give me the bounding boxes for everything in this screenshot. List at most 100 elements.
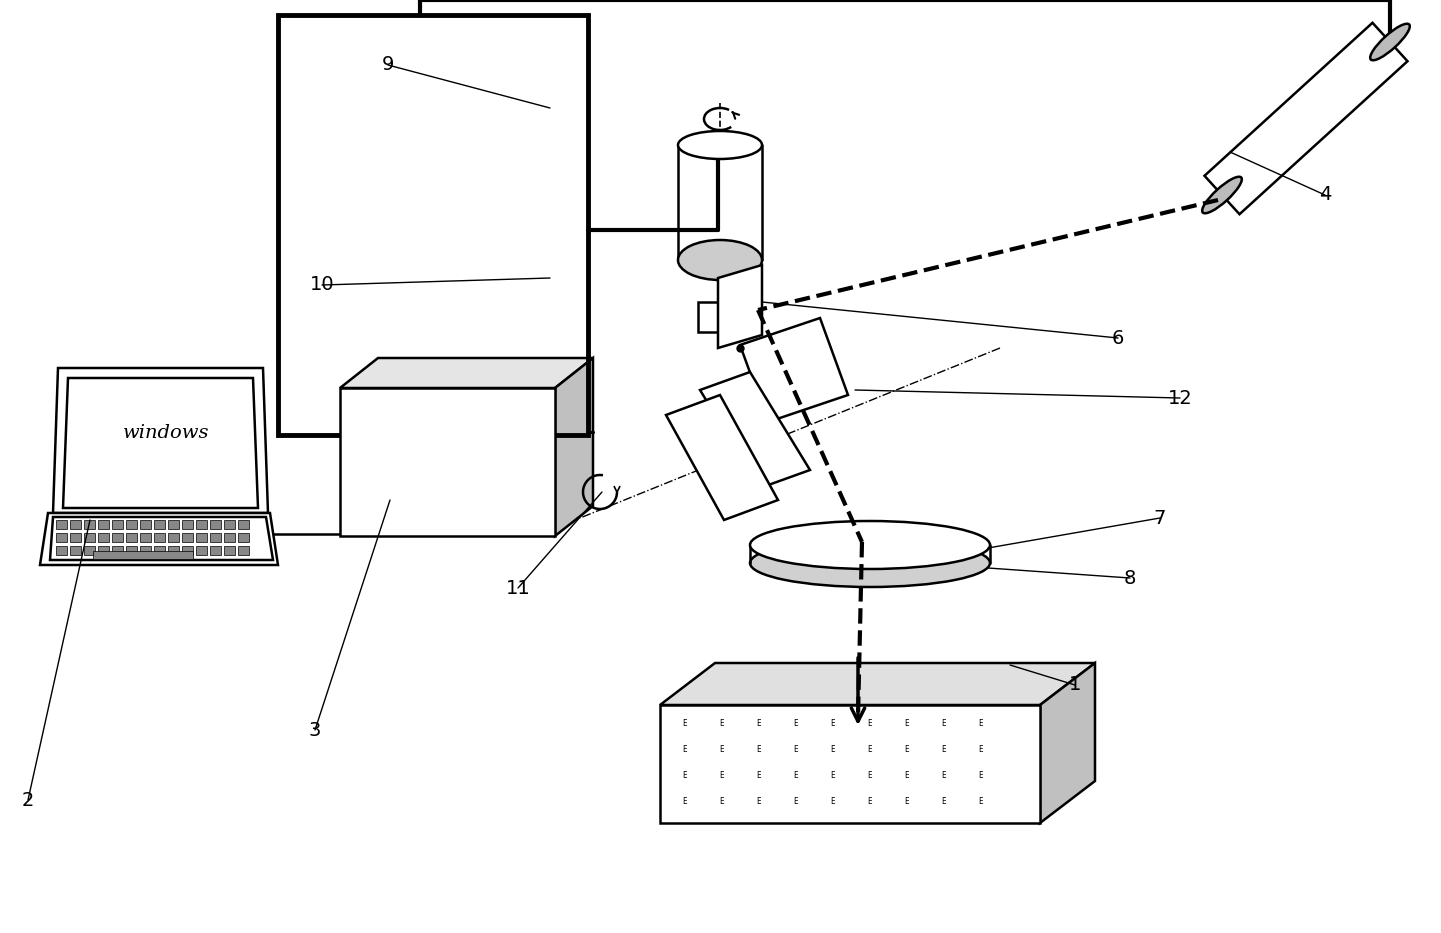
- Text: E: E: [830, 797, 836, 805]
- Bar: [210, 520, 220, 529]
- Text: 8: 8: [1124, 568, 1136, 588]
- Text: E: E: [794, 718, 798, 728]
- Text: E: E: [683, 718, 687, 728]
- Polygon shape: [340, 388, 555, 536]
- Ellipse shape: [1370, 23, 1409, 61]
- Text: E: E: [719, 797, 725, 805]
- Polygon shape: [700, 372, 810, 488]
- Text: E: E: [941, 797, 947, 805]
- Bar: [223, 546, 235, 555]
- Bar: [56, 546, 66, 555]
- Bar: [238, 546, 249, 555]
- Text: E: E: [830, 771, 836, 779]
- Text: E: E: [905, 745, 909, 754]
- Bar: [169, 520, 179, 529]
- Polygon shape: [53, 368, 268, 513]
- Text: E: E: [757, 771, 761, 779]
- Polygon shape: [1205, 22, 1408, 215]
- Text: E: E: [867, 745, 872, 754]
- Polygon shape: [718, 265, 762, 348]
- Bar: [278, 15, 588, 435]
- Bar: [112, 533, 122, 542]
- Text: 1: 1: [1069, 675, 1081, 694]
- Polygon shape: [50, 517, 272, 560]
- Ellipse shape: [749, 539, 990, 587]
- Text: E: E: [719, 771, 725, 779]
- Text: E: E: [941, 745, 947, 754]
- Ellipse shape: [749, 521, 990, 569]
- Text: E: E: [683, 771, 687, 779]
- Bar: [125, 546, 137, 555]
- Text: E: E: [905, 797, 909, 805]
- Bar: [154, 520, 166, 529]
- Text: 6: 6: [1112, 328, 1124, 347]
- Bar: [196, 533, 208, 542]
- Bar: [94, 551, 193, 559]
- Text: E: E: [941, 718, 947, 728]
- Polygon shape: [40, 513, 278, 565]
- Text: 9: 9: [382, 55, 395, 75]
- Bar: [56, 533, 66, 542]
- Bar: [84, 520, 95, 529]
- Bar: [71, 520, 81, 529]
- Bar: [71, 546, 81, 555]
- Text: E: E: [794, 771, 798, 779]
- Text: E: E: [794, 745, 798, 754]
- Text: 11: 11: [506, 578, 530, 597]
- Text: E: E: [941, 771, 947, 779]
- Text: E: E: [830, 718, 836, 728]
- Ellipse shape: [679, 131, 762, 159]
- Ellipse shape: [1202, 176, 1242, 214]
- Text: 2: 2: [22, 790, 35, 810]
- Text: E: E: [683, 745, 687, 754]
- Polygon shape: [340, 358, 594, 388]
- Bar: [140, 533, 151, 542]
- Bar: [112, 546, 122, 555]
- Text: 7: 7: [1154, 508, 1166, 527]
- Text: E: E: [905, 771, 909, 779]
- Polygon shape: [63, 378, 258, 508]
- Text: 3: 3: [308, 720, 321, 740]
- Bar: [196, 520, 208, 529]
- Polygon shape: [666, 395, 778, 520]
- Polygon shape: [660, 705, 1040, 823]
- Text: E: E: [683, 797, 687, 805]
- Text: E: E: [757, 718, 761, 728]
- Bar: [182, 533, 193, 542]
- Bar: [98, 520, 110, 529]
- Bar: [112, 520, 122, 529]
- Bar: [238, 520, 249, 529]
- Text: E: E: [978, 797, 983, 805]
- Polygon shape: [741, 318, 847, 422]
- Text: E: E: [867, 718, 872, 728]
- Text: 12: 12: [1167, 388, 1192, 408]
- Bar: [210, 546, 220, 555]
- Polygon shape: [1040, 663, 1095, 823]
- Text: E: E: [757, 797, 761, 805]
- Bar: [140, 520, 151, 529]
- Text: E: E: [978, 718, 983, 728]
- Text: E: E: [719, 718, 725, 728]
- Text: E: E: [867, 771, 872, 779]
- Text: E: E: [719, 745, 725, 754]
- Bar: [154, 546, 166, 555]
- Bar: [223, 533, 235, 542]
- Bar: [196, 546, 208, 555]
- Text: E: E: [905, 718, 909, 728]
- Bar: [210, 533, 220, 542]
- Bar: [182, 546, 193, 555]
- Bar: [697, 302, 742, 332]
- Bar: [169, 533, 179, 542]
- Text: E: E: [830, 745, 836, 754]
- Bar: [98, 546, 110, 555]
- Bar: [71, 533, 81, 542]
- Bar: [223, 520, 235, 529]
- Ellipse shape: [679, 240, 762, 280]
- Text: E: E: [867, 797, 872, 805]
- Bar: [182, 520, 193, 529]
- Bar: [125, 520, 137, 529]
- Text: 4: 4: [1319, 186, 1331, 204]
- Text: E: E: [794, 797, 798, 805]
- Bar: [84, 533, 95, 542]
- Bar: [238, 533, 249, 542]
